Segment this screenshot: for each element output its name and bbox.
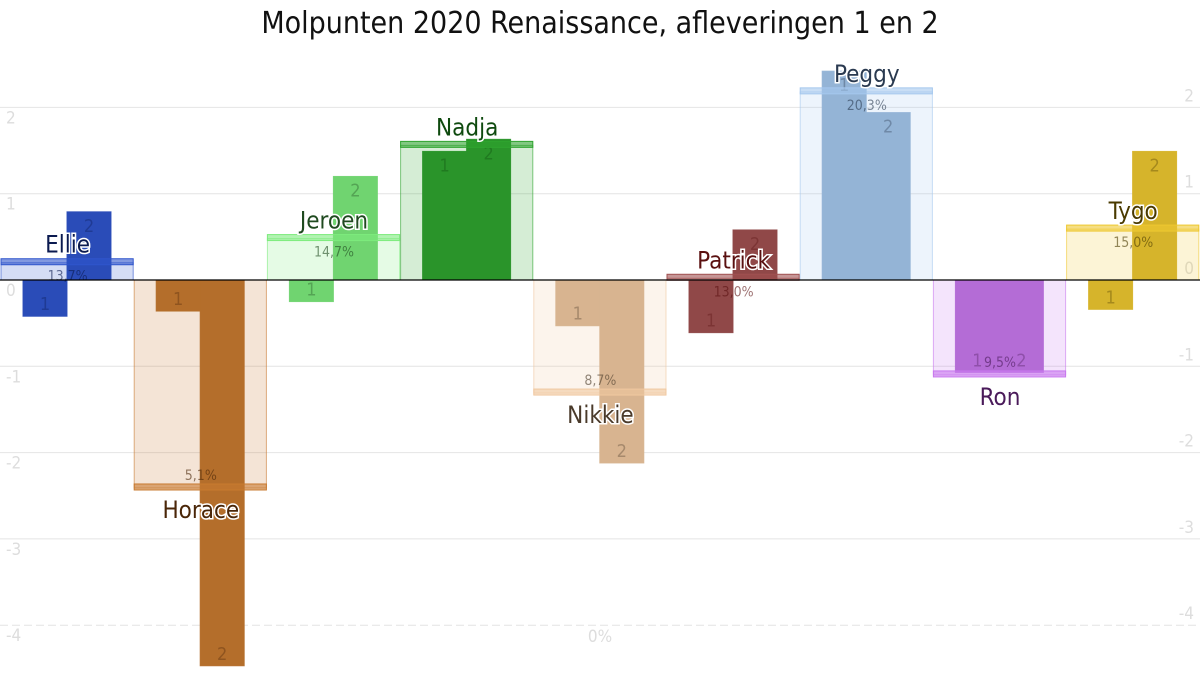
baseline-label: 0% [588,627,612,647]
percentage-label: 5,1% [185,468,217,484]
candidate-label: Nadja [436,113,498,141]
bar-episode-label: 1 [706,311,716,332]
bar-episode-label: 1 [972,350,982,371]
percentage-label: 15,0% [1113,235,1153,251]
candidate-label: Jeroen [298,207,368,235]
bar-episode-2 [865,112,911,281]
y-tick-label-left: 2 [6,108,16,128]
average-line [799,87,933,95]
bar-episode-2 [998,279,1044,373]
average-line [400,140,534,148]
bar-episode-label: 1 [173,289,183,310]
y-tick-label-right: 0 [1184,259,1194,279]
average-line [133,483,267,491]
percentage-label: 20,3% [847,98,887,114]
bar-episode-label: 2 [883,117,893,138]
percentage-label: 8,7% [584,373,616,389]
average-line [1066,224,1200,232]
y-tick-label-left: 0 [6,281,16,301]
candidate-label: Ron [980,383,1021,411]
y-tick-label-left: -1 [6,367,21,387]
bar-episode-2 [1132,150,1178,281]
y-tick-label-right: -1 [1179,345,1194,365]
bar-episode-1 [688,279,734,334]
bar-episode-2 [732,229,778,281]
average-line [0,258,134,266]
y-tick-label-left: -2 [6,454,21,474]
bar-episode-label: 1 [573,304,583,325]
bar-episode-1 [422,150,468,281]
bar-episode-1 [1088,279,1134,310]
percentage-label: 14,7% [314,245,354,261]
candidate-label: Nikkie [567,401,633,429]
candidate-label: Ellie [45,231,90,259]
bar-episode-1 [954,279,1000,373]
average-line [266,234,401,242]
candidate-label: Peggy [834,60,900,88]
candidate-label: Tygo [1108,197,1158,225]
y-tick-label-right: -4 [1179,604,1194,624]
bar-episode-label: 2 [483,143,493,164]
bar-episode-label: 1 [439,155,449,176]
percentage-label: 9,5% [984,355,1016,371]
y-tick-label-right: -3 [1179,518,1194,538]
percentage-label: 13,0% [714,284,754,300]
bar-episode-label: 2 [617,441,627,462]
candidate-label: Horace [162,496,239,524]
y-tick-label-right: 2 [1184,86,1194,106]
bar-episode-label: 2 [350,180,360,201]
bar-episode-label: 2 [1149,155,1159,176]
y-tick-label-left: 1 [6,195,16,215]
bar-episode-label: 1 [306,280,316,301]
bar-episode-2 [66,211,112,281]
bar-episode-2 [599,279,645,464]
bar-episode-2 [466,138,512,281]
bar-episode-label: 2 [1016,350,1026,371]
bar-episode-label: 2 [84,216,94,237]
bar-episode-label: 1 [1105,287,1115,308]
bar-episode-label: 1 [839,75,849,96]
average-line [666,273,800,281]
bar-episode-2 [332,175,378,281]
y-tick-label-left: -4 [6,626,21,646]
candidate-label: Patrick [697,246,770,274]
y-tick-label-right: 1 [1184,173,1194,193]
bar-episode-2 [199,279,245,667]
average-line [932,370,1067,378]
bar-episode-label: 2 [217,644,227,665]
bar-episode-1 [22,279,68,317]
average-line [533,388,667,396]
y-tick-label-left: -3 [6,540,21,560]
chart-title: Molpunten 2020 Renaissance, afleveringen… [261,6,938,41]
percentage-label: 13,7% [48,269,88,285]
bar-episode-label: 1 [40,294,50,315]
y-tick-label-right: -2 [1179,432,1194,452]
bar-episode-label: 2 [750,234,760,255]
